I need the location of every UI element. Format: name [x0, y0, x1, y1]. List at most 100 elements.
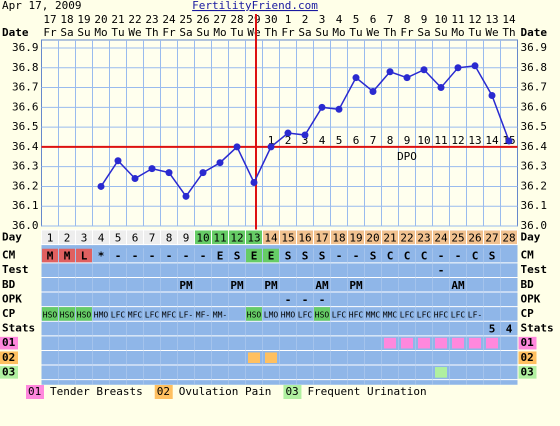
cell-value: HSO: [43, 310, 58, 319]
date: 6: [370, 13, 377, 26]
temperature-point: [148, 165, 156, 173]
date: 18: [60, 13, 73, 26]
cell-value: -: [319, 293, 326, 306]
temperature-point: [199, 169, 207, 177]
y-tick-label: 36.1: [12, 199, 39, 212]
date: 12: [468, 13, 481, 26]
dpo: 12: [451, 134, 464, 147]
cell-value: LFC: [332, 310, 347, 319]
day-number: 4: [98, 231, 105, 244]
dpo: 14: [485, 134, 499, 147]
weekday: Sa: [179, 26, 192, 39]
y-tick-label: 36.2: [12, 179, 39, 192]
symptom-mark: [435, 337, 447, 349]
day-number: 6: [132, 231, 139, 244]
date: 28: [230, 13, 243, 26]
weekday: We: [128, 26, 141, 39]
temperature-point: [386, 68, 394, 76]
date-header: Apr 17, 2009: [2, 0, 81, 12]
temperature-point: [488, 91, 496, 99]
weekday: We: [366, 26, 379, 39]
temperature-point: [335, 105, 343, 113]
legend-name: Frequent Urination: [307, 385, 426, 398]
cell-value: M: [64, 250, 71, 263]
temperature-point: [131, 175, 139, 183]
symptom-code: 01: [2, 336, 16, 349]
day-number: 21: [383, 231, 396, 244]
row-label: Test: [2, 263, 29, 276]
symptom-label-bg: [0, 336, 18, 350]
day-number: 5: [115, 231, 122, 244]
cell-value: S: [285, 250, 292, 263]
cell-value: C: [421, 250, 428, 263]
dpo-label: DPO: [397, 150, 417, 163]
temperature-point: [216, 159, 224, 167]
row-label: Stats: [521, 322, 554, 335]
day-number: 7: [149, 231, 156, 244]
cell-value: E: [251, 250, 258, 263]
legend-swatch: [26, 385, 44, 399]
temperature-point: [267, 143, 275, 151]
day-number: 10: [196, 231, 209, 244]
weekday: Th: [383, 26, 396, 39]
date: 24: [162, 13, 176, 26]
symptom-mark: [469, 337, 481, 349]
cell-highlight: [59, 248, 75, 263]
y-tick-label: 36.3: [12, 160, 39, 173]
weekday: Tu: [468, 26, 481, 39]
cell-value: C: [387, 250, 394, 263]
cell-value: 4: [506, 323, 513, 336]
cell-value: L: [81, 250, 88, 263]
y-tick-label: 36.7: [12, 81, 39, 94]
cell-value: AM: [451, 279, 465, 292]
row-label: OPK: [2, 292, 22, 305]
date: 4: [336, 13, 343, 26]
site-name[interactable]: FertilityFriend.com: [192, 0, 318, 12]
cell-value: HSO: [315, 310, 330, 319]
day-number: 27: [485, 231, 498, 244]
cell-value: -: [302, 293, 309, 306]
legend-code: 03: [285, 385, 298, 398]
cell-value: 5: [489, 323, 496, 336]
cell-value: LF-: [179, 310, 193, 319]
weekday: Sa: [60, 26, 73, 39]
y-tick-label: 36.0: [521, 219, 548, 232]
temperature-point: [182, 192, 190, 200]
y-tick-label: 36.8: [521, 61, 548, 74]
day-number: 24: [434, 231, 448, 244]
cell-value: -: [149, 250, 156, 263]
cell-value: HMO: [94, 310, 109, 319]
temperature-point: [250, 178, 258, 186]
temperature-point: [301, 131, 309, 139]
y-tick-label: 36.1: [521, 199, 548, 212]
symptom-mark: [435, 367, 447, 378]
weekday: Su: [315, 26, 328, 39]
cell-value: MMC: [366, 310, 381, 319]
cell-highlight: [246, 307, 262, 321]
cell-value: HFC: [434, 310, 449, 319]
weekday: Th: [145, 26, 158, 39]
cell-value: MMC: [383, 310, 398, 319]
y-tick-label: 36.0: [12, 219, 39, 232]
symptom-code: 02: [2, 351, 15, 364]
day-number: 14: [264, 231, 278, 244]
date: 2: [302, 13, 309, 26]
temperature-point: [284, 129, 292, 137]
dpo: 13: [468, 134, 481, 147]
day-number: 1: [47, 231, 54, 244]
temperature-point: [114, 157, 122, 165]
cell-value: AM: [315, 279, 329, 292]
weekday: Sa: [417, 26, 430, 39]
row-label: BD: [521, 278, 535, 291]
date: 7: [387, 13, 394, 26]
date: 30: [264, 13, 277, 26]
day-number: 25: [451, 231, 464, 244]
legend-swatch: [154, 385, 173, 399]
row-label: Stats: [2, 322, 35, 335]
symptom-code: 03: [521, 365, 534, 378]
day-cell: [500, 229, 518, 246]
cell-value: HSO: [77, 310, 92, 319]
date: 22: [128, 13, 141, 26]
cell-value: C: [472, 250, 479, 263]
